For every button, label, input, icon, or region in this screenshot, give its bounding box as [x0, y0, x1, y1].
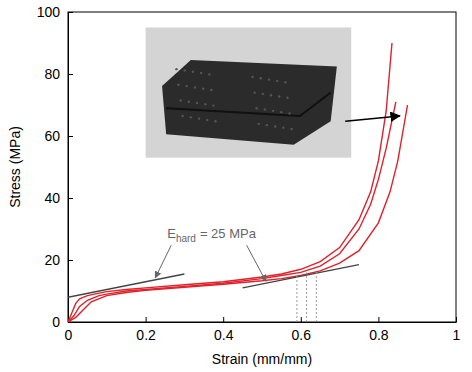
foam-texture	[288, 112, 290, 114]
foam-texture	[181, 115, 183, 117]
annotation-main: E	[167, 226, 176, 241]
foam-texture	[280, 111, 282, 113]
foam-texture	[194, 86, 196, 88]
y-tick: 80	[44, 66, 73, 82]
foam-texture	[175, 68, 177, 70]
foam-texture	[212, 104, 214, 106]
x-tick-mark	[378, 317, 379, 322]
curve	[68, 43, 392, 322]
foam-texture	[278, 95, 280, 97]
foam-texture	[206, 119, 208, 121]
y-tick-mark	[68, 136, 73, 137]
chart: 0 0.2 0.4 0.6 0.8 1 0 20 40 60 80 100 Strain (mm/mm)…	[0, 0, 472, 372]
foam-texture	[258, 123, 260, 125]
x-tick-label: 0.2	[136, 327, 156, 343]
annotation-arrow	[247, 245, 266, 281]
y-tick-mark	[68, 198, 73, 199]
marker-line	[316, 272, 317, 322]
foam-texture	[290, 128, 292, 130]
x-tick-label: 0	[65, 327, 73, 343]
x-tick-label: 0.8	[369, 327, 389, 343]
y-tick-label: 60	[44, 128, 60, 144]
x-tick: 0.8	[369, 317, 389, 343]
annotation-rest: = 25 MPa	[200, 226, 257, 241]
x-axis: 0 0.2 0.4 0.6 0.8 1	[65, 317, 461, 343]
foam-texture	[272, 110, 274, 112]
foam-texture	[262, 93, 264, 95]
foam-texture	[186, 85, 188, 87]
y-tick-label: 80	[44, 66, 60, 82]
foam-texture	[190, 116, 192, 118]
foam-texture	[276, 80, 278, 82]
foam-texture	[202, 87, 204, 89]
y-tick-label: 40	[44, 190, 60, 206]
plot-marks	[68, 43, 408, 322]
foam-texture	[268, 78, 270, 80]
foam-texture	[270, 94, 272, 96]
foam-texture	[183, 69, 185, 71]
y-tick-label: 20	[44, 252, 60, 268]
foam-texture	[192, 71, 194, 73]
foam-texture	[196, 102, 198, 104]
x-tick-mark	[301, 317, 302, 322]
photo-arrow	[345, 116, 400, 121]
x-tick-label: 0.6	[292, 327, 312, 343]
y-tick-mark	[68, 74, 73, 75]
y-axis-title: Stress (MPa)	[7, 126, 23, 208]
foam-texture	[251, 76, 253, 78]
annotation-subscript: hard	[176, 233, 196, 244]
x-tick-label: 1	[453, 327, 461, 343]
foam-texture	[260, 77, 262, 79]
foam-texture	[204, 103, 206, 105]
curve	[243, 265, 359, 288]
annotation-arrow	[155, 245, 171, 277]
curve	[68, 274, 184, 297]
marker-line	[306, 272, 307, 322]
x-tick: 0.6	[292, 317, 312, 343]
foam-texture	[214, 120, 216, 122]
y-tick-label: 0	[52, 314, 60, 330]
curve	[68, 102, 396, 322]
foam-sample	[162, 60, 337, 145]
annotation: Ehard = 25 MPa	[167, 226, 256, 244]
x-tick: 0.4	[214, 317, 234, 343]
y-tick-label: 100	[37, 4, 61, 20]
y-tick-mark	[68, 260, 73, 261]
foam-texture	[286, 97, 288, 99]
foam-texture	[198, 117, 200, 119]
x-tick: 0.2	[136, 317, 156, 343]
foam-texture	[266, 124, 268, 126]
x-tick-mark	[223, 317, 224, 322]
foam-texture	[200, 72, 202, 74]
foam-texture	[188, 101, 190, 103]
y-tick: 40	[44, 190, 73, 206]
foam-texture	[208, 73, 210, 75]
foam-texture	[210, 89, 212, 91]
foam-texture	[177, 84, 179, 86]
foam-texture	[179, 99, 181, 101]
x-tick: 1	[453, 317, 461, 343]
foam-texture	[274, 125, 276, 127]
photo-background	[146, 28, 352, 158]
y-tick: 20	[44, 252, 73, 268]
foam-texture	[264, 108, 266, 110]
curve	[68, 105, 408, 322]
marker-line	[296, 272, 297, 322]
photo-inset	[146, 28, 352, 158]
x-tick-label: 0.4	[214, 327, 234, 343]
foam-split	[166, 93, 331, 116]
foam-texture	[284, 81, 286, 83]
x-tick-mark	[146, 317, 147, 322]
plot-frame	[68, 12, 456, 322]
y-tick: 60	[44, 128, 73, 144]
x-axis-title: Strain (mm/mm)	[212, 351, 312, 367]
foam-texture	[255, 107, 257, 109]
foam-texture	[253, 91, 255, 93]
foam-texture	[282, 127, 284, 129]
